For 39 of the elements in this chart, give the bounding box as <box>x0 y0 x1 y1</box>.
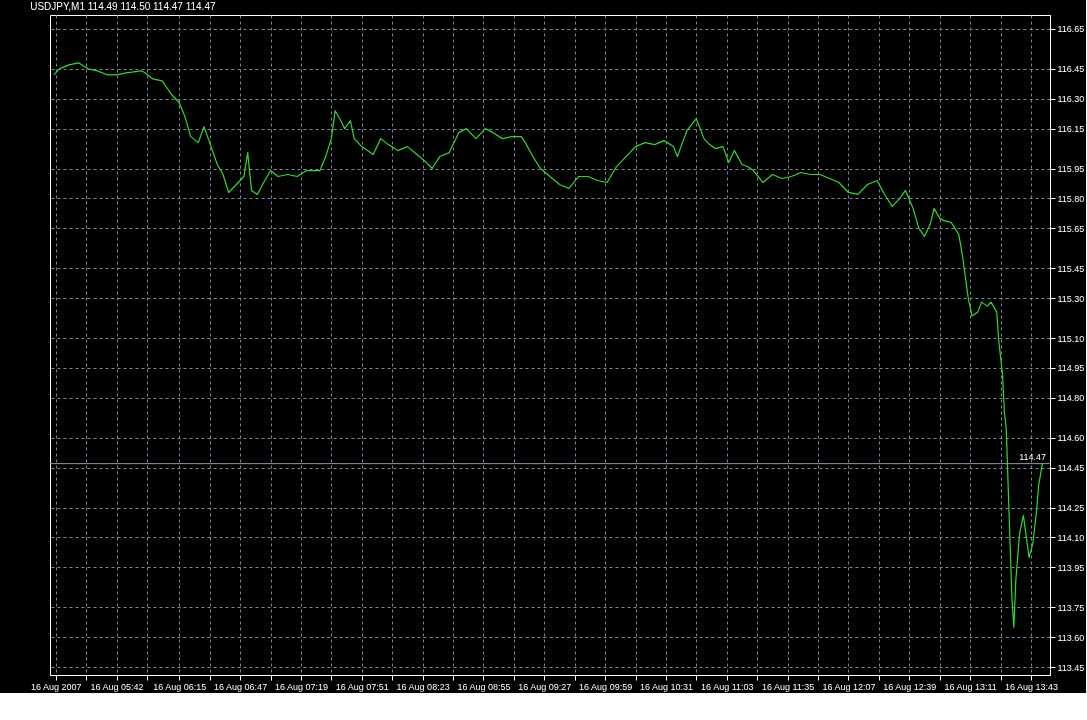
y-tick-label: 115.80 <box>1057 193 1085 204</box>
y-tick-label: 116.15 <box>1057 124 1085 135</box>
y-tick-label: 114.45 <box>1057 463 1085 474</box>
y-tick-label: 115.95 <box>1057 164 1085 175</box>
y-tick-label: 114.95 <box>1057 363 1085 374</box>
y-tick-label: 116.65 <box>1057 24 1085 35</box>
y-tick-label: 114.25 <box>1057 503 1085 514</box>
y-tick-label: 116.45 <box>1057 64 1085 75</box>
x-tick-label: 16 Aug 13:43 <box>1004 681 1059 692</box>
x-tick-label: 16 Aug 09:59 <box>579 681 633 692</box>
y-tick-label: 113.45 <box>1057 662 1085 673</box>
x-tick-label: 16 Aug 07:51 <box>335 681 389 692</box>
x-tick-label: 16 Aug 05:42 <box>90 681 144 692</box>
x-tick-label: 16 Aug 06:47 <box>214 681 268 692</box>
y-tick-label: 114.60 <box>1057 433 1085 444</box>
y-tick-label: 113.60 <box>1057 632 1085 643</box>
x-tick-label: 16 Aug 2007 <box>30 681 82 692</box>
x-tick-label: 16 Aug 11:03 <box>701 681 754 692</box>
ref-line-label: 114.47 <box>1019 451 1046 462</box>
y-tick-label: 113.75 <box>1057 602 1085 613</box>
y-tick-label: 116.30 <box>1057 94 1085 105</box>
x-tick-label: 16 Aug 07:19 <box>274 681 328 692</box>
x-tick-label: 16 Aug 09:27 <box>518 681 572 692</box>
y-tick-label: 115.10 <box>1057 333 1085 344</box>
x-tick-label: 16 Aug 08:55 <box>457 681 511 692</box>
x-tick-label: 16 Aug 13:11 <box>944 681 997 692</box>
y-tick-label: 115.30 <box>1057 293 1085 304</box>
y-tick-label: 114.10 <box>1057 532 1085 543</box>
y-tick-label: 115.65 <box>1057 223 1085 234</box>
x-tick-label: 16 Aug 10:31 <box>639 681 693 692</box>
x-tick-label: 16 Aug 12:07 <box>822 681 876 692</box>
x-tick-label: 16 Aug 12:39 <box>883 681 937 692</box>
y-tick-label: 113.95 <box>1057 562 1085 573</box>
x-tick-label: 16 Aug 11:35 <box>761 681 815 692</box>
chart-title: USDJPY,M1 114.49 114.50 114.47 114.47 <box>30 1 216 12</box>
y-tick-label: 114.80 <box>1057 393 1085 404</box>
x-tick-label: 16 Aug 08:23 <box>396 681 450 692</box>
y-tick-label: 115.45 <box>1057 263 1085 274</box>
x-tick-label: 16 Aug 06:15 <box>153 681 207 692</box>
